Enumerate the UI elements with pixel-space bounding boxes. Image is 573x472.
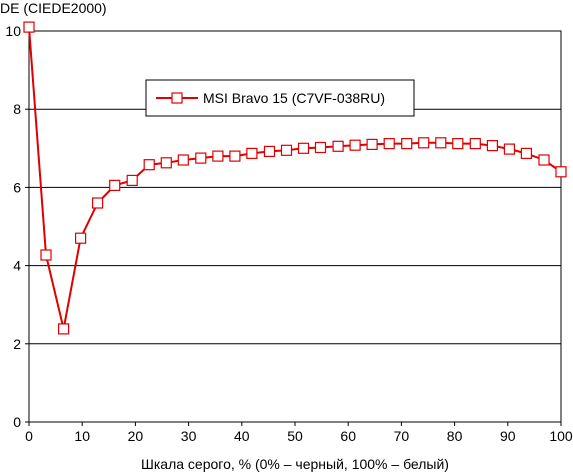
y-axis-title: DE (CIEDE2000) bbox=[0, 0, 107, 16]
y-tick-label: 10 bbox=[5, 23, 21, 39]
x-tick-label: 60 bbox=[340, 428, 356, 444]
data-point-marker bbox=[366, 138, 378, 150]
x-tick-label: 20 bbox=[128, 428, 144, 444]
legend-box bbox=[145, 79, 415, 117]
data-point-marker bbox=[401, 138, 413, 150]
data-point-marker bbox=[177, 154, 189, 166]
data-point-marker bbox=[143, 159, 155, 171]
x-tick-label: 30 bbox=[181, 428, 197, 444]
x-tick-label: 40 bbox=[234, 428, 250, 444]
x-tick-label: 0 bbox=[25, 428, 33, 444]
data-point-marker bbox=[91, 197, 104, 209]
x-tick-label: 10 bbox=[74, 428, 90, 444]
y-tick-label: 0 bbox=[13, 414, 21, 430]
data-point-marker bbox=[297, 142, 310, 154]
x-axis-title: Шкала серого, % (0% – черный, 100% – бел… bbox=[141, 456, 449, 472]
data-point-marker bbox=[469, 138, 481, 150]
x-axis: 0 10 20 30 40 50 60 70 80 90 100 bbox=[25, 422, 573, 444]
data-point-marker bbox=[126, 174, 138, 186]
y-tick-label: 8 bbox=[13, 101, 21, 117]
x-tick-label: 70 bbox=[394, 428, 410, 444]
data-point-marker bbox=[349, 139, 361, 151]
legend-swatch-marker bbox=[171, 92, 183, 104]
data-point-marker bbox=[314, 141, 327, 154]
data-point-marker bbox=[109, 179, 121, 191]
data-point-marker bbox=[486, 140, 498, 152]
data-point-marker bbox=[520, 147, 533, 159]
data-point-marker bbox=[383, 138, 395, 150]
y-axis: 0 2 4 6 8 10 bbox=[5, 23, 29, 430]
x-tick-label: 80 bbox=[447, 428, 463, 444]
x-tick-label: 50 bbox=[287, 428, 303, 444]
data-point-marker bbox=[246, 147, 258, 159]
data-point-marker bbox=[280, 144, 293, 156]
data-point-marker bbox=[212, 150, 224, 162]
data-point-marker bbox=[452, 138, 464, 150]
legend-label: MSI Bravo 15 (C7VF-038RU) bbox=[203, 90, 385, 106]
data-point-marker bbox=[263, 145, 276, 157]
y-tick-label: 4 bbox=[13, 258, 21, 274]
legend: MSI Bravo 15 (C7VF-038RU) bbox=[145, 79, 415, 117]
data-point-marker bbox=[195, 152, 207, 164]
data-point-marker bbox=[332, 140, 344, 152]
x-tick-label: 100 bbox=[549, 428, 573, 444]
data-point-marker bbox=[74, 232, 87, 244]
data-point-marker bbox=[23, 21, 35, 33]
data-point-marker bbox=[57, 323, 70, 335]
data-point-marker bbox=[435, 137, 447, 149]
x-tick-label: 90 bbox=[500, 428, 516, 444]
data-point-marker bbox=[555, 166, 567, 178]
data-point-marker bbox=[160, 157, 172, 169]
y-tick-label: 2 bbox=[13, 336, 21, 352]
data-point-marker bbox=[418, 137, 430, 149]
data-point-marker bbox=[40, 249, 52, 261]
data-point-marker bbox=[538, 154, 550, 166]
data-point-marker bbox=[229, 150, 241, 162]
data-point-marker bbox=[503, 143, 515, 155]
series-layer bbox=[23, 21, 567, 335]
y-tick-label: 6 bbox=[13, 179, 21, 195]
